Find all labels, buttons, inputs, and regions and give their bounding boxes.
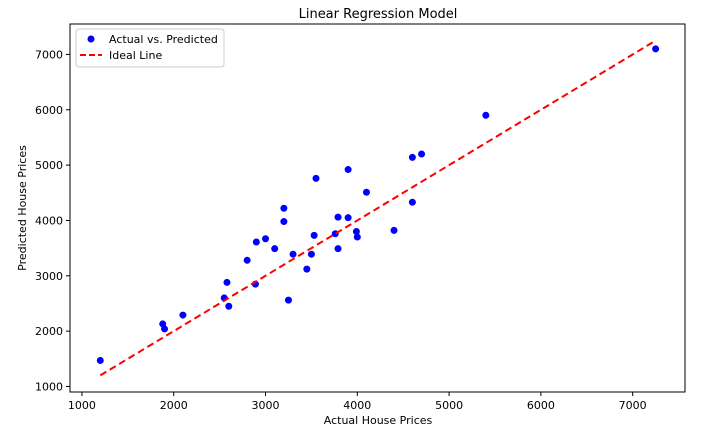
data-point <box>161 325 169 333</box>
data-point <box>418 150 426 158</box>
data-point <box>352 228 360 236</box>
y-tick-label: 3000 <box>35 270 63 283</box>
x-tick-label: 2000 <box>160 399 188 412</box>
plot-area <box>96 39 660 377</box>
x-tick-label: 7000 <box>619 399 647 412</box>
data-point <box>271 245 279 253</box>
data-point <box>262 235 270 243</box>
data-point <box>307 250 315 258</box>
data-point <box>284 296 292 304</box>
data-point <box>280 218 288 226</box>
data-point <box>652 45 660 53</box>
y-axis: 1000 2000 3000 4000 5000 6000 7000 <box>35 48 70 393</box>
data-point <box>334 213 342 221</box>
data-point <box>390 226 398 234</box>
data-point <box>225 302 233 310</box>
data-point <box>252 238 260 246</box>
data-point <box>243 256 251 264</box>
data-point <box>362 188 370 196</box>
y-tick-label: 7000 <box>35 48 63 61</box>
data-point <box>408 153 416 161</box>
legend-label-line: Ideal Line <box>109 49 162 62</box>
data-point <box>312 174 320 182</box>
x-tick-label: 4000 <box>343 399 371 412</box>
legend: Actual vs. Predicted Ideal Line <box>75 28 225 68</box>
data-point <box>344 166 352 174</box>
data-point <box>408 198 416 206</box>
y-tick-label: 1000 <box>35 380 63 393</box>
data-point <box>303 265 311 273</box>
legend-label-scatter: Actual vs. Predicted <box>109 33 218 46</box>
y-tick-label: 4000 <box>35 214 63 227</box>
plot-frame <box>69 23 686 393</box>
data-point <box>179 311 187 319</box>
data-point <box>280 204 288 212</box>
x-tick-label: 3000 <box>252 399 280 412</box>
data-point <box>344 214 352 222</box>
data-point <box>334 245 342 253</box>
y-tick-label: 2000 <box>35 325 63 338</box>
y-axis-label: Predicted House Prices <box>16 145 29 271</box>
data-point <box>310 231 318 239</box>
x-tick-label: 6000 <box>527 399 555 412</box>
legend-marker-scatter <box>87 35 95 43</box>
y-tick-label: 6000 <box>35 104 63 117</box>
x-axis: 1000 2000 3000 4000 5000 6000 7000 <box>68 392 647 412</box>
y-tick-label: 5000 <box>35 159 63 172</box>
x-axis-label: Actual House Prices <box>324 414 433 427</box>
legend-box <box>75 28 225 68</box>
data-point <box>223 278 231 286</box>
data-point <box>482 111 490 119</box>
x-tick-label: 1000 <box>68 399 96 412</box>
ideal-line <box>99 39 657 377</box>
data-point <box>353 233 361 241</box>
data-point <box>96 356 104 364</box>
data-point <box>289 250 297 258</box>
x-tick-label: 5000 <box>435 399 463 412</box>
chart-title: Linear Regression Model <box>299 7 458 22</box>
